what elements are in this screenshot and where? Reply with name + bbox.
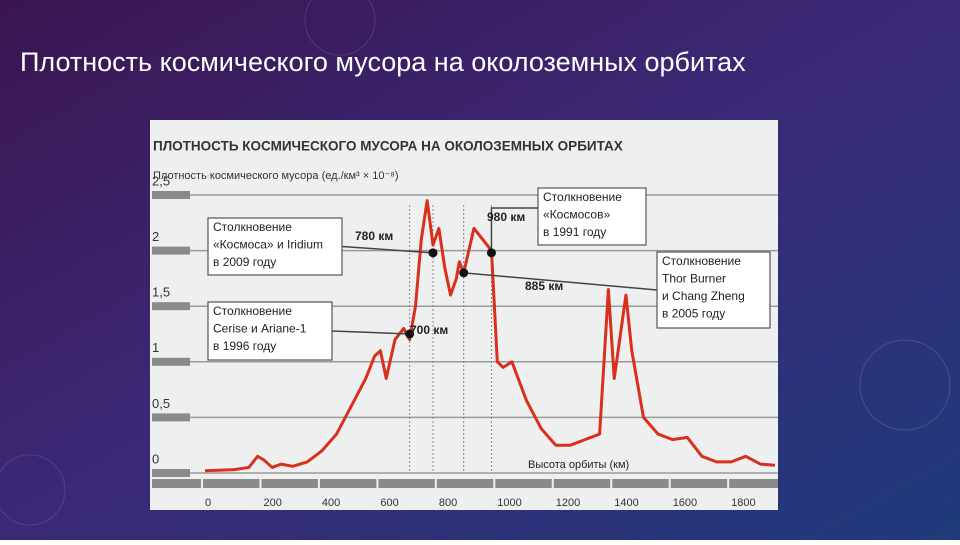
x-tick-label: 1400	[614, 497, 638, 509]
callout-box	[656, 251, 771, 329]
x-tick-label: 800	[439, 497, 457, 509]
connector	[341, 245, 434, 254]
y-tick-bar	[152, 469, 190, 477]
decor	[304, 0, 376, 56]
y-tick-label: 2	[152, 229, 159, 244]
x-tick-label: 1000	[497, 497, 521, 509]
x-axis-label: Высота орбиты (км)	[528, 459, 629, 471]
slide-title: Плотность космического мусора на околозе…	[20, 47, 746, 77]
callout-text: Cerise и Ariane-1	[213, 322, 307, 336]
connector	[331, 330, 410, 335]
x-tick-label: 1600	[673, 497, 697, 509]
decor	[0, 454, 66, 526]
point-marker	[486, 248, 496, 258]
callout-text: Столкновение	[543, 190, 622, 204]
y-tick-bar	[152, 357, 190, 366]
callout-text: в 2005 году	[662, 307, 725, 321]
callout-text: Thor Burner	[662, 272, 726, 286]
callout-text: Столкновение	[213, 220, 292, 234]
callout-text: «Космоса» и Iridium	[213, 238, 323, 252]
point-label: 980 км	[487, 210, 525, 224]
y-tick-label: 0	[152, 451, 159, 466]
callout-text: Столкновение	[213, 304, 292, 318]
point-label: 780 км	[355, 229, 393, 243]
y-tick-bar	[152, 302, 190, 311]
x-axis-bar	[152, 479, 778, 488]
y-tick-bar	[152, 246, 190, 255]
x-tick-label: 200	[263, 497, 281, 509]
point-marker	[459, 268, 469, 278]
connector	[490, 207, 538, 253]
decor	[859, 339, 951, 431]
callout-box	[207, 301, 333, 361]
y-tick-bar	[152, 413, 190, 422]
point-marker	[428, 248, 438, 258]
point-label: 700 км	[410, 323, 448, 337]
data-line	[204, 199, 776, 473]
callout-text: в 1991 году	[543, 225, 606, 239]
x-tick-label: 600	[380, 497, 398, 509]
x-tick-label: 400	[322, 497, 340, 509]
y-tick-label: 1,5	[152, 285, 170, 300]
y-tick-label: 0,5	[152, 396, 170, 411]
x-tick-label: 1800	[731, 497, 755, 509]
callout-text: «Космосов»	[543, 208, 610, 222]
callout-box	[537, 187, 647, 246]
y-tick-label: 1	[152, 340, 159, 355]
y-axis-label: Плотность космического мусора (ед./км³ ×…	[153, 170, 399, 182]
chart-title: ПЛОТНОСТЬ КОСМИЧЕСКОГО МУСОРА НА ОКОЛОЗЕ…	[153, 139, 623, 154]
callout-text: в 2009 году	[213, 255, 276, 269]
y-tick-label: 2,5	[152, 173, 170, 188]
x-tick-label: 1200	[556, 497, 580, 509]
callout-box	[207, 217, 343, 276]
callout-text: в 1996 году	[213, 339, 276, 353]
callout-text: и Chang Zheng	[662, 289, 745, 303]
connector	[463, 272, 658, 291]
y-tick-bar	[152, 191, 190, 199]
callout-text: Столкновение	[662, 254, 741, 268]
x-tick-label: 0	[205, 497, 211, 509]
point-label: 885 км	[525, 279, 563, 293]
point-marker	[405, 329, 415, 339]
